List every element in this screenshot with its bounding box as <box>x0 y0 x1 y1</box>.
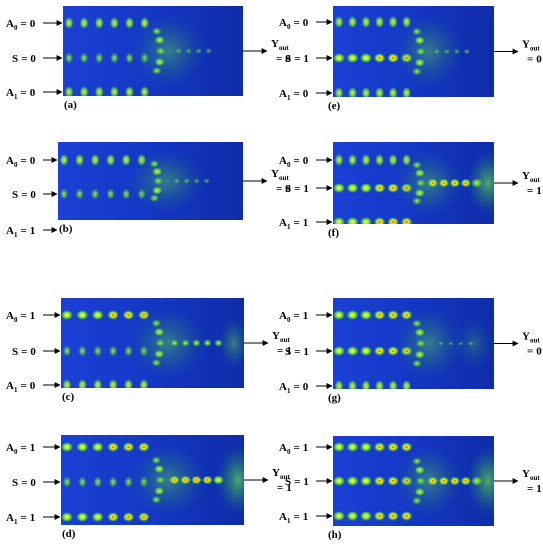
output-value: = 1 <box>277 345 292 357</box>
output-label: Yout <box>522 331 540 345</box>
field-grid <box>333 142 494 224</box>
field-grid <box>61 298 244 388</box>
input-label-s: S = 1 <box>285 53 309 65</box>
input-label-a1: A1 = 1 <box>279 217 308 231</box>
output-label: Yout <box>522 170 540 184</box>
input-label-a1: A1 = 0 <box>6 380 36 394</box>
output-value: = 1 <box>277 482 292 494</box>
panel-g: A0 = 1 S = 1 A1 = 0 Yout= 0 (g) <box>279 298 542 404</box>
input-label-a1: A1 = 1 <box>279 511 308 525</box>
input-label-s: S = 1 <box>285 346 309 358</box>
input-label-a0: A0 = 0 <box>279 17 309 31</box>
panel-caption: (c) <box>62 391 75 403</box>
field-grid <box>58 142 243 220</box>
panel-caption: (d) <box>62 528 76 540</box>
output-value: = 0 <box>276 53 291 65</box>
input-label-s: S = 1 <box>285 476 309 488</box>
panel-caption: (h) <box>328 529 342 541</box>
panel-caption: (a) <box>64 99 77 111</box>
field-spot <box>105 225 117 235</box>
output-label: Yout <box>522 468 540 482</box>
input-label-a0: A0 = 0 <box>6 155 36 169</box>
panel-a: A0 = 0 S = 0 A1 = 0 Yout= 0 (a) <box>6 6 291 111</box>
panel-f: A0 = 0 S = 1 A1 = 1 Yout= 1 (f) <box>279 142 542 239</box>
field-grid <box>333 436 494 526</box>
output-label: Yout <box>272 467 290 481</box>
input-label-s: S = 0 <box>12 477 36 489</box>
field-spot <box>120 225 132 235</box>
panel-d: A0 = 1 S = 0 A1 = 1 Yout= 1 (d) <box>6 435 292 540</box>
field-spot <box>74 225 86 235</box>
field-grid <box>333 6 494 97</box>
input-label-s: S = 0 <box>12 189 36 201</box>
panel-caption: (b) <box>59 223 73 235</box>
input-label-a0: A0 = 1 <box>279 442 308 456</box>
field-grid <box>61 435 244 525</box>
field-spot <box>136 225 148 235</box>
input-label-a0: A0 = 1 <box>279 310 308 324</box>
output-value: = 0 <box>276 183 291 195</box>
panel-caption: (e) <box>328 100 341 112</box>
output-label: Yout <box>272 330 290 344</box>
output-label: Yout <box>522 39 540 53</box>
input-label-a1: A1 = 0 <box>6 87 36 101</box>
field-grid <box>63 6 243 96</box>
input-label-a0: A0 = 0 <box>279 155 309 169</box>
output-label: Yout <box>271 38 289 52</box>
input-label-a1: A1 = 1 <box>6 225 35 239</box>
input-label-a1: A1 = 0 <box>279 88 309 102</box>
field-grid <box>333 298 494 389</box>
output-value: = 1 <box>527 483 542 495</box>
panel-caption: (f) <box>328 227 339 239</box>
output-value: = 0 <box>527 346 542 358</box>
input-label-a1: A1 = 1 <box>6 512 35 526</box>
input-label-s: S = 1 <box>285 183 309 195</box>
input-label-s: S = 0 <box>12 346 36 358</box>
input-label-a0: A0 = 1 <box>6 310 35 324</box>
output-label: Yout <box>271 168 289 182</box>
output-value: = 0 <box>527 54 542 66</box>
field-spot <box>89 225 101 235</box>
panel-c: A0 = 1 S = 0 A1 = 0 Yout= 1 (c) <box>6 298 292 403</box>
input-label-a0: A0 = 1 <box>6 442 35 456</box>
input-label-a1: A1 = 0 <box>279 381 309 395</box>
input-label-s: S = 0 <box>12 53 36 65</box>
output-value: = 1 <box>527 185 542 197</box>
panel-b: A0 = 0 S = 0 A1 = 1 Yout= 0 (b) <box>6 142 291 239</box>
panel-caption: (g) <box>328 392 341 404</box>
input-label-a0: A0 = 0 <box>6 18 36 32</box>
